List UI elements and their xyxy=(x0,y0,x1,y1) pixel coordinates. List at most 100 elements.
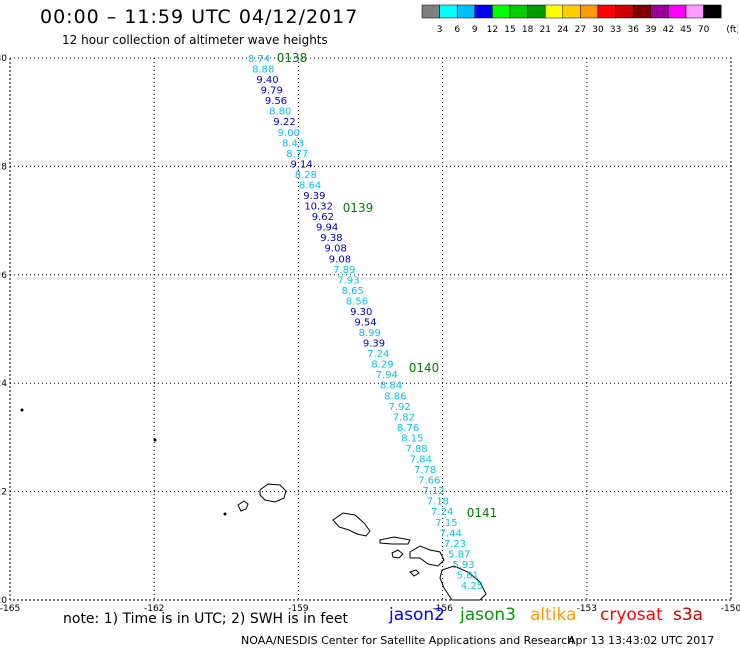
island-kauai xyxy=(259,483,287,503)
swh-value: 9.38 xyxy=(320,233,342,244)
lon-tick-label: -156 xyxy=(432,604,453,614)
legend-label-15: 70 xyxy=(698,25,710,35)
swh-value: 7.89 xyxy=(333,265,355,276)
swh-value: 9.08 xyxy=(329,254,351,265)
legend-label-7: 24 xyxy=(557,25,569,35)
island-hawaii xyxy=(439,565,487,601)
swh-value: 7.15 xyxy=(435,518,457,529)
swh-value: 9.08 xyxy=(325,244,347,255)
lon-tick-label: -153 xyxy=(577,604,597,614)
generated-timestamp: Apr 13 13:43:02 UTC 2017 xyxy=(568,634,715,647)
swh-value: 7.84 xyxy=(410,455,432,466)
swh-value: 8.56 xyxy=(346,296,368,307)
sat-s3a: s3a xyxy=(673,605,704,625)
legend-label-10: 33 xyxy=(610,25,621,35)
lon-tick-label: -150 xyxy=(721,604,740,614)
lat-tick-label: 24 xyxy=(0,379,7,389)
chart-subtitle: 12 hour collection of altimeter wave hei… xyxy=(62,33,328,47)
island-niihau xyxy=(237,500,249,512)
legend-label-1: 6 xyxy=(454,25,460,35)
swh-value: 7.78 xyxy=(414,465,436,476)
lon-tick-label: -165 xyxy=(0,604,20,614)
legend-unit: (ft) xyxy=(726,25,738,35)
swh-value: 10.32 xyxy=(304,202,333,213)
pass-labels: 0138 0139 0140 0141 xyxy=(277,51,498,520)
swh-value: 9.00 xyxy=(278,128,300,139)
sat-altika: altika xyxy=(530,605,577,625)
swh-value: 9.22 xyxy=(273,117,295,128)
legend-label-14: 45 xyxy=(680,25,691,35)
swh-value: 8.80 xyxy=(269,107,291,118)
swh-value: 7.88 xyxy=(405,444,427,455)
lat-tick-label: 28 xyxy=(0,162,7,172)
legend-label-6: 21 xyxy=(539,25,550,35)
lon-tick-label: -159 xyxy=(288,604,309,614)
swh-value: 9.94 xyxy=(316,223,338,234)
swh-value: 7.94 xyxy=(376,370,398,381)
footnote: note: 1) Time is in UTC; 2) SWH is in fe… xyxy=(63,611,349,627)
lat-tick-label: 26 xyxy=(0,271,7,281)
swh-value: 4.25 xyxy=(461,581,483,592)
swh-value: 7.66 xyxy=(418,476,440,487)
swh-value: 9.56 xyxy=(265,96,287,107)
legend-label-3: 12 xyxy=(487,25,498,35)
pass-label: 0138 xyxy=(277,51,308,65)
island-oahu xyxy=(332,512,371,537)
sat-cryosat: cryosat xyxy=(600,605,663,625)
island-lanai xyxy=(391,549,404,559)
swh-value: 9.39 xyxy=(363,339,385,350)
pass-label: 0140 xyxy=(409,361,440,375)
swh-value: 7.24 xyxy=(367,349,389,360)
swh-value: 8.86 xyxy=(384,391,406,402)
swh-value: 7.93 xyxy=(337,275,359,286)
swh-value: 5.93 xyxy=(452,560,474,571)
swh-value: 9.62 xyxy=(312,212,334,223)
pass-label: 0141 xyxy=(467,506,498,520)
swh-value: 9.39 xyxy=(303,191,325,202)
swh-value: 7.18 xyxy=(427,497,449,508)
swh-value: 5.81 xyxy=(457,570,479,581)
legend-label-4: 15 xyxy=(504,25,515,35)
legend-label-2: 9 xyxy=(472,25,478,35)
swh-value: 8.88 xyxy=(252,65,274,76)
credit-line: NOAA/NESDIS Center for Satellite Applica… xyxy=(241,634,575,647)
swh-value: 7.23 xyxy=(444,539,466,550)
swh-value: 8.64 xyxy=(299,180,321,191)
swh-value: 8.84 xyxy=(380,381,402,392)
swh-value: 9.54 xyxy=(354,318,376,329)
islet-necker xyxy=(20,408,24,412)
swh-value: 7.44 xyxy=(440,528,462,539)
lat-tick-label: 30 xyxy=(0,54,7,64)
swh-value: 9.30 xyxy=(350,307,372,318)
legend-label-9: 30 xyxy=(592,25,604,35)
legend-label-8: 27 xyxy=(575,25,586,35)
swh-value: 7.24 xyxy=(431,507,453,518)
coastline xyxy=(20,408,487,601)
swh-value: 7.82 xyxy=(393,412,415,423)
legend-label-0: 3 xyxy=(437,25,443,35)
swh-value: 7.12 xyxy=(423,486,445,497)
swh-value: 8.28 xyxy=(295,170,317,181)
swh-value: 8.65 xyxy=(342,286,364,297)
swh-value: 8.74 xyxy=(248,54,270,65)
legend-label-11: 36 xyxy=(627,25,639,35)
lat-tick-label: 20 xyxy=(0,596,7,606)
chart-title: 00:00 – 11:59 UTC 04/12/2017 xyxy=(40,6,359,28)
swh-value: 9.79 xyxy=(261,86,283,97)
swh-value: 8.43 xyxy=(282,138,304,149)
legend-label-12: 39 xyxy=(645,25,657,35)
swh-value: 7.92 xyxy=(388,402,410,413)
sat-jason3: jason3 xyxy=(460,605,516,625)
islet-nihoa xyxy=(153,438,157,442)
lat-tick-label: 22 xyxy=(0,488,7,498)
swh-value: 8.99 xyxy=(359,328,381,339)
swh-value: 9.40 xyxy=(256,75,278,86)
swh-value: 8.77 xyxy=(286,149,308,160)
swh-points: 8.748.889.409.799.568.809.229.008.438.77… xyxy=(248,54,483,592)
swh-value: 9.14 xyxy=(290,159,312,170)
legend-label-13: 42 xyxy=(663,25,674,35)
map-grid: 30 28 26 24 22 20-165 -162 -159 -156 -153 -150 xyxy=(0,54,740,614)
island-kahoolawe xyxy=(409,569,420,577)
swh-value: 5.87 xyxy=(448,549,470,560)
